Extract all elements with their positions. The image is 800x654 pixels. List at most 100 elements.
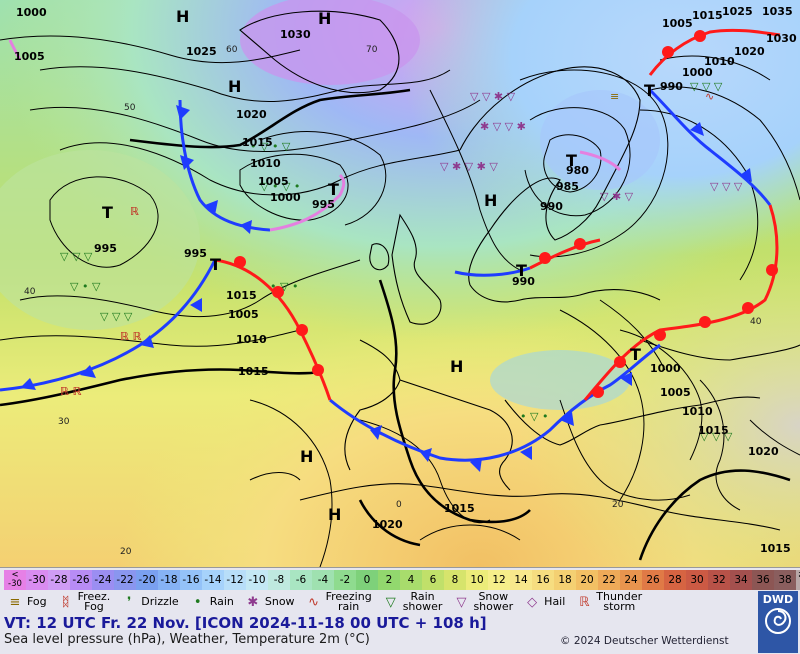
svg-text:ℝ ℝ: ℝ ℝ: [60, 385, 82, 398]
temperature-scale-cell: -10: [246, 570, 268, 590]
svg-text:H: H: [328, 505, 341, 524]
svg-text:H: H: [450, 357, 463, 376]
weather-symbols: ▽ ▽ ▽ ▽ • ▽ ▽ ▽ ▽ • ▽ • ▽ ▽ • ▽ • • ▽ • …: [60, 80, 743, 443]
svg-text:1030: 1030: [766, 32, 797, 45]
temperature-scale-cell: 34: [730, 570, 752, 590]
weather-legend-label: Rain: [209, 595, 234, 608]
svg-text:▽ • ▽ •: ▽ • ▽ •: [260, 180, 300, 193]
temperature-scale-cell: < -30: [4, 570, 26, 590]
svg-text:1010: 1010: [682, 405, 713, 418]
svg-text:T: T: [516, 261, 527, 280]
svg-text:0: 0: [396, 500, 402, 510]
svg-text:20: 20: [612, 500, 624, 510]
weather-symbol-icon: ∿: [308, 594, 320, 610]
temperature-scale-cell: 10: [466, 570, 488, 590]
temperature-scale-cell: -2: [334, 570, 356, 590]
temperature-scale-cell: 28: [664, 570, 686, 590]
svg-text:▽ ▽ ▽: ▽ ▽ ▽: [700, 430, 733, 443]
weather-legend-item: ▽ Rain shower: [382, 590, 443, 613]
svg-text:995: 995: [184, 247, 207, 260]
temperature-scale-cell: ≥40 °C: [796, 570, 800, 590]
svg-text:T: T: [644, 81, 655, 100]
temperature-scale-cell: -28: [48, 570, 70, 590]
svg-text:1010: 1010: [236, 333, 267, 346]
dwd-logo-text: DWD: [762, 593, 794, 606]
temperature-scale-cell: -14: [202, 570, 224, 590]
svg-text:▽ • ▽: ▽ • ▽: [70, 280, 101, 293]
weather-symbol-icon: ▽: [385, 594, 396, 610]
temperature-scale-cell: -20: [136, 570, 158, 590]
coastlines: [239, 10, 800, 531]
temperature-scale-cell: 32: [708, 570, 730, 590]
svg-text:1005: 1005: [662, 17, 693, 30]
legend-panel: < -30 -30 -28 -26 -24 -22 -20 -18 -16 -14 -12 -10 -8…: [0, 567, 800, 654]
isobars-bold: [0, 88, 791, 561]
temperature-scale-cell: 26: [642, 570, 664, 590]
weather-legend-label: Freezing rain: [325, 590, 372, 613]
weather-legend-item: • Rain: [189, 592, 234, 612]
svg-text:985: 985: [556, 180, 579, 193]
svg-text:ℝ: ℝ: [130, 205, 139, 218]
weather-legend-item: ◇ Hail: [523, 592, 565, 612]
chart-subtitle: Sea level pressure (hPa), Weather, Tempe…: [4, 632, 370, 647]
svg-text:1020: 1020: [748, 445, 779, 458]
svg-text:▽ ▽ ▽: ▽ ▽ ▽: [690, 80, 723, 93]
weather-legend-label: Thunder storm: [596, 590, 643, 613]
svg-text:1020: 1020: [734, 45, 765, 58]
svg-text:▽ ✱ ▽ ✱ ▽: ▽ ✱ ▽ ✱ ▽: [440, 160, 498, 173]
svg-text:H: H: [484, 191, 497, 210]
weather-legend-label: Snow shower: [473, 590, 514, 613]
svg-text:1010: 1010: [704, 55, 735, 68]
weather-legend-label: Freez. Fog: [77, 590, 111, 613]
temperature-scale-cell: 0: [356, 570, 378, 590]
svg-text:995: 995: [312, 198, 335, 211]
svg-text:▽ ▽ ✱ ▽: ▽ ▽ ✱ ▽: [470, 90, 516, 103]
weather-legend-item: ✱ Snow: [244, 592, 294, 612]
temperature-scale-cell: 22: [598, 570, 620, 590]
svg-text:40: 40: [24, 287, 36, 297]
temperature-color-scale: < -30 -30 -28 -26 -24 -22 -20 -18 -16 -14 -12 -10 -8…: [4, 570, 800, 590]
svg-text:1025: 1025: [186, 45, 217, 58]
weather-legend-label: Hail: [544, 595, 566, 608]
svg-text:1005: 1005: [228, 308, 259, 321]
svg-text:1000: 1000: [650, 362, 681, 375]
temperature-scale-cell: -12: [224, 570, 246, 590]
temperature-scale-cell: -4: [312, 570, 334, 590]
temperature-scale-cell: 8: [444, 570, 466, 590]
svg-text:980: 980: [566, 164, 589, 177]
weather-legend-label: Drizzle: [141, 595, 179, 608]
temperature-scale-cell: -8: [268, 570, 290, 590]
svg-text:H: H: [176, 7, 189, 26]
svg-text:▽ ▽ ▽: ▽ ▽ ▽: [60, 250, 93, 263]
temperature-scale-cell: -6: [290, 570, 312, 590]
svg-text:40: 40: [750, 317, 762, 327]
svg-text:990: 990: [660, 80, 683, 93]
weather-symbol-icon: ▽: [456, 594, 467, 610]
temperature-scale-cell: 18: [554, 570, 576, 590]
svg-text:T: T: [630, 345, 641, 364]
svg-text:1005: 1005: [660, 386, 691, 399]
temperature-scale-cell: 38: [774, 570, 796, 590]
temperature-scale-cell: 14: [510, 570, 532, 590]
temperature-scale-cell: 30: [686, 570, 708, 590]
svg-text:▽ ▽ ▽: ▽ ▽ ▽: [710, 180, 743, 193]
weather-symbol-icon: ᛥ: [61, 594, 70, 610]
front-symbols: [20, 30, 778, 472]
svg-text:▽ ✱ ▽: ▽ ✱ ▽: [600, 190, 634, 203]
weather-symbol-icon: •: [193, 594, 202, 610]
svg-text:1030: 1030: [280, 28, 311, 41]
weather-legend-label: Rain shower: [402, 590, 443, 613]
svg-text:1025: 1025: [722, 5, 753, 18]
weather-legend-item: ∿ Freezing rain: [305, 590, 372, 613]
svg-text:T: T: [210, 255, 221, 274]
svg-text:70: 70: [366, 45, 378, 55]
svg-text:990: 990: [512, 275, 535, 288]
dwd-swirl-icon: [765, 608, 791, 634]
dwd-logo: DWD: [758, 591, 798, 653]
svg-text:1000: 1000: [682, 66, 713, 79]
svg-text:1005: 1005: [258, 175, 289, 188]
svg-text:1000: 1000: [16, 6, 47, 19]
temperature-scale-cell: 20: [576, 570, 598, 590]
temperature-scale-cell: -16: [180, 570, 202, 590]
